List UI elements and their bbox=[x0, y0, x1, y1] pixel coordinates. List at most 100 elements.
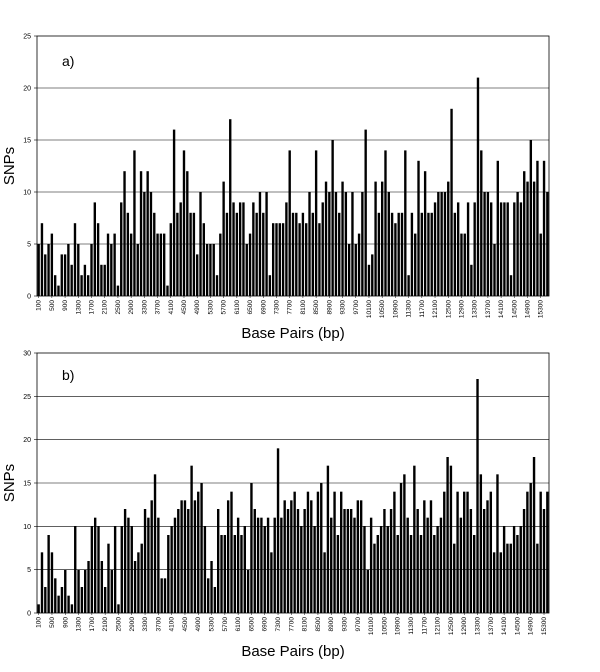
bar bbox=[459, 517, 463, 613]
bar bbox=[437, 192, 440, 296]
bar bbox=[349, 509, 353, 613]
x-tick-label: 11700 bbox=[419, 300, 426, 318]
bar bbox=[417, 160, 420, 296]
bar bbox=[176, 212, 179, 296]
bar bbox=[394, 223, 397, 296]
x-tick-label: 6500 bbox=[248, 617, 255, 632]
bar bbox=[54, 578, 57, 613]
bar bbox=[197, 491, 200, 613]
bar bbox=[70, 604, 74, 613]
bar bbox=[324, 181, 328, 296]
x-tick-label: 6500 bbox=[247, 300, 254, 315]
bar bbox=[207, 578, 210, 613]
bar bbox=[340, 491, 343, 613]
x-tick-label: 14900 bbox=[525, 300, 532, 318]
bar bbox=[344, 192, 348, 296]
bar bbox=[389, 509, 393, 613]
x-tick-label: 10500 bbox=[379, 300, 386, 318]
x-tick-label: 4900 bbox=[194, 300, 201, 315]
bar bbox=[440, 192, 443, 296]
bar bbox=[390, 212, 394, 296]
bar bbox=[489, 491, 493, 613]
bar bbox=[542, 160, 546, 296]
bar bbox=[476, 379, 479, 613]
bar bbox=[136, 244, 139, 296]
x-tick-label: 2500 bbox=[115, 617, 122, 632]
bar bbox=[37, 604, 40, 613]
bar bbox=[47, 535, 50, 613]
bar bbox=[361, 192, 364, 296]
bar bbox=[470, 264, 473, 296]
bar bbox=[493, 244, 496, 296]
bar bbox=[110, 244, 113, 296]
x-tick-label: 5700 bbox=[222, 617, 229, 632]
bar bbox=[87, 561, 90, 613]
bar bbox=[353, 517, 356, 613]
bar bbox=[453, 543, 456, 613]
x-tick-label: 1300 bbox=[76, 617, 83, 632]
bar bbox=[242, 202, 245, 296]
bar bbox=[313, 526, 316, 613]
bar bbox=[359, 500, 363, 613]
bar bbox=[516, 535, 519, 613]
x-tick-label: 2900 bbox=[129, 617, 136, 632]
bar bbox=[396, 535, 399, 613]
bar bbox=[246, 569, 250, 613]
x-tick-label: 1700 bbox=[89, 617, 96, 632]
bar bbox=[288, 150, 291, 296]
bar bbox=[346, 509, 350, 613]
bar bbox=[371, 254, 374, 296]
bar bbox=[406, 517, 409, 613]
bar bbox=[369, 517, 373, 613]
x-axis-label-a: Base Pairs (bp) bbox=[241, 325, 344, 342]
x-tick-label: 900 bbox=[62, 300, 69, 311]
bar bbox=[542, 509, 546, 613]
bar bbox=[314, 150, 318, 296]
bar bbox=[47, 244, 50, 296]
x-tick-label: 500 bbox=[49, 617, 56, 628]
bar bbox=[480, 150, 483, 296]
x-tick-label: 14500 bbox=[511, 300, 518, 318]
bar bbox=[311, 212, 315, 296]
x-tick-label: 13700 bbox=[485, 300, 492, 318]
bar bbox=[248, 233, 252, 296]
bar bbox=[271, 223, 275, 296]
x-tick-label: 4500 bbox=[181, 300, 188, 315]
x-tick-label: 15300 bbox=[538, 300, 545, 318]
bar bbox=[177, 509, 180, 613]
bar bbox=[146, 171, 149, 296]
bar bbox=[149, 192, 153, 296]
bar bbox=[496, 160, 499, 296]
bar bbox=[80, 587, 84, 613]
y-tick-label: 15 bbox=[23, 138, 31, 145]
bar bbox=[180, 500, 183, 613]
bar bbox=[190, 465, 193, 613]
bar bbox=[503, 202, 506, 296]
bar bbox=[341, 181, 344, 296]
bar bbox=[203, 526, 207, 613]
bar bbox=[286, 509, 290, 613]
bar bbox=[77, 244, 80, 296]
x-tick-label: 6100 bbox=[235, 617, 242, 632]
bar bbox=[169, 223, 172, 296]
y-tick-label: 10 bbox=[23, 190, 31, 197]
bar bbox=[50, 552, 54, 613]
bar bbox=[192, 212, 196, 296]
bar bbox=[90, 244, 93, 296]
y-ticks-b: 0 5 10 15 20 25 30 bbox=[23, 351, 37, 618]
x-tick-label: 7300 bbox=[275, 617, 282, 632]
y-ticks-a: 0 5 10 15 20 25 bbox=[23, 34, 37, 301]
bar bbox=[87, 275, 90, 296]
bar bbox=[127, 517, 130, 613]
bar bbox=[120, 202, 123, 296]
bar bbox=[416, 509, 419, 613]
x-tick-label: 1300 bbox=[75, 300, 82, 315]
y-tick-label: 15 bbox=[23, 481, 31, 488]
bar bbox=[331, 140, 334, 296]
bar bbox=[70, 264, 73, 296]
bar bbox=[140, 543, 143, 613]
bar bbox=[338, 212, 341, 296]
bar bbox=[469, 509, 473, 613]
bar bbox=[50, 233, 54, 296]
bar bbox=[506, 543, 509, 613]
